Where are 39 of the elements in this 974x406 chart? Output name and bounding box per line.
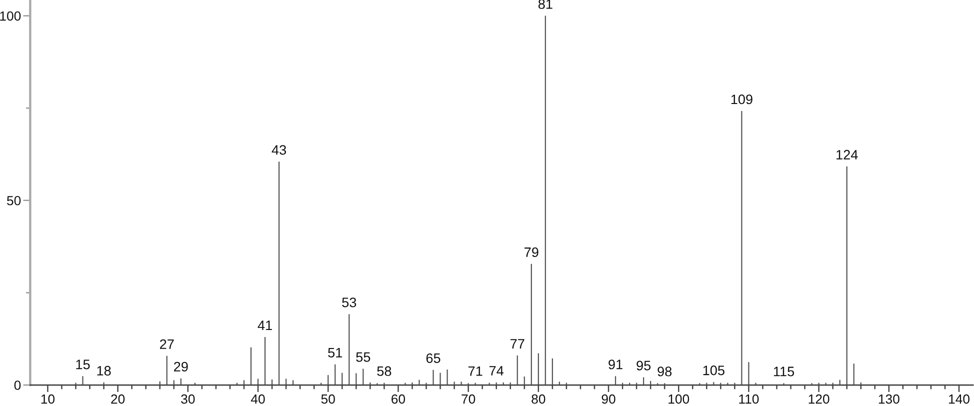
- annotation: 115: [774, 366, 794, 376]
- annotation: 18: [97, 366, 111, 376]
- x-tick-label: 40: [250, 394, 265, 404]
- annotation: 74: [489, 366, 504, 376]
- annotation: 98: [658, 366, 672, 376]
- x-tick-label: 130: [878, 394, 900, 404]
- annotation: 55: [356, 352, 370, 362]
- x-tick-label: 100: [668, 394, 690, 404]
- x-tick-label: 110: [739, 394, 759, 404]
- x-tick-label: 140: [949, 394, 970, 404]
- x-tick-label: 60: [392, 394, 406, 404]
- annotation: 51: [328, 348, 342, 358]
- x-tick-label: 120: [808, 394, 830, 404]
- x-tick-label: 10: [41, 394, 55, 404]
- x-tick-label: 90: [602, 394, 616, 404]
- annotation: 71: [468, 366, 482, 376]
- y-tick-label: 0: [14, 380, 21, 390]
- annotation: 43: [272, 145, 286, 155]
- annotation: 105: [703, 366, 724, 376]
- annotation: 95: [636, 360, 651, 370]
- annotation: 27: [160, 339, 174, 349]
- annotation: 79: [524, 247, 538, 258]
- x-tick-label: 80: [532, 394, 546, 404]
- x-tick-label: 20: [111, 394, 125, 404]
- x-tick-label: 70: [462, 394, 476, 404]
- annotation: 124: [836, 150, 858, 160]
- x-tick-label: 30: [181, 394, 195, 404]
- annotation: 77: [510, 339, 524, 348]
- annotation: 109: [731, 94, 752, 104]
- annotation: 91: [608, 360, 622, 370]
- y-tick-label: 100: [0, 11, 21, 21]
- x-tick-label: 50: [321, 394, 335, 404]
- annotation: 53: [342, 298, 356, 308]
- annotation: 41: [258, 320, 272, 330]
- annotation: 65: [426, 353, 440, 364]
- annotation: 15: [76, 360, 90, 370]
- annotation: 58: [377, 366, 392, 376]
- y-tick-label: 50: [7, 196, 21, 206]
- annotation: 29: [174, 362, 188, 372]
